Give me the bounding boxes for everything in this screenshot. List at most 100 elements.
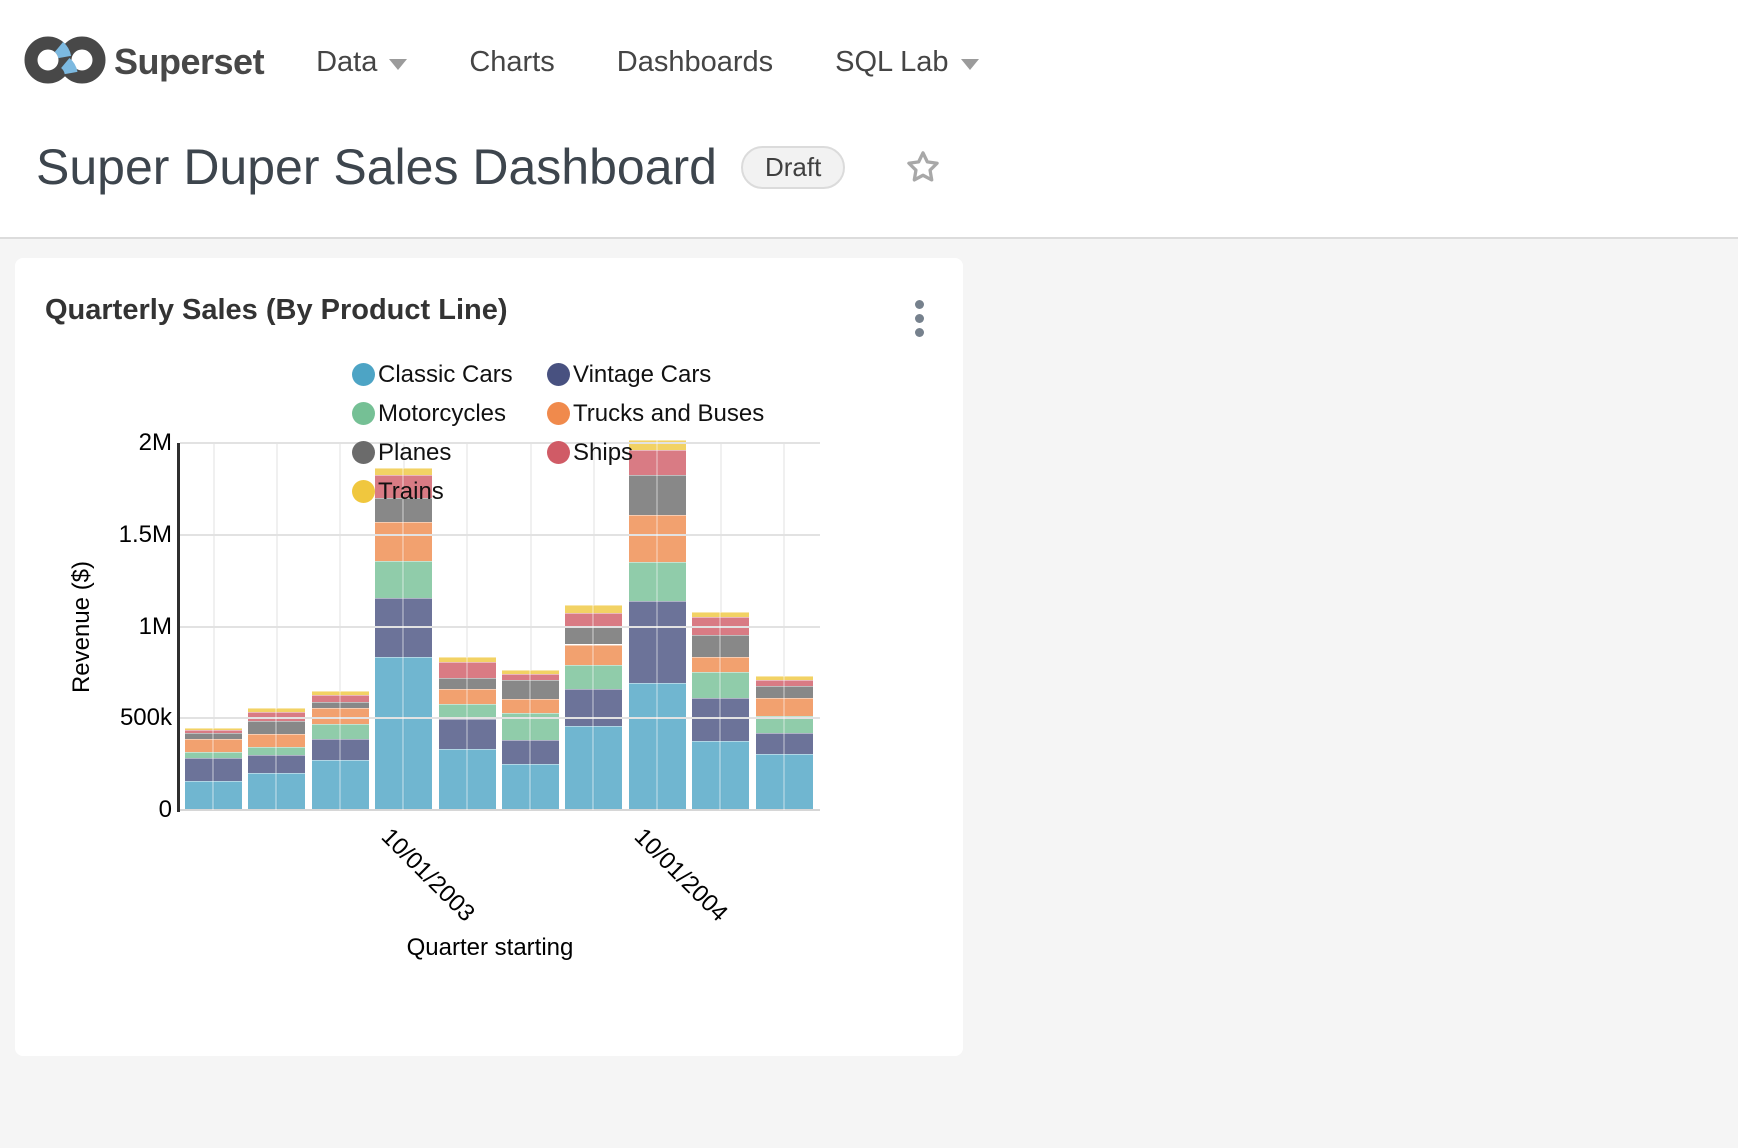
bar-segment-classic-cars[interactable] xyxy=(502,763,559,810)
legend-item-motorcycles[interactable]: Motorcycles xyxy=(352,394,547,433)
y-tick-label: 1.5M xyxy=(118,520,172,548)
bar-segment-planes[interactable] xyxy=(248,720,306,734)
bar-segment-motorcycles[interactable] xyxy=(185,752,242,759)
bar-segment-planes[interactable] xyxy=(438,677,496,690)
header-background xyxy=(0,0,1738,237)
bar-segment-trucks-and-buses[interactable] xyxy=(375,522,433,561)
legend-item-ships[interactable]: Ships xyxy=(547,433,764,472)
superset-brand[interactable]: Superset xyxy=(24,29,265,96)
nav-item-label: Data xyxy=(316,45,378,78)
bar-center-gridline xyxy=(402,467,405,810)
bar-segment-motorcycles[interactable] xyxy=(311,724,369,740)
bar-segment-planes[interactable] xyxy=(375,498,433,523)
bar-segment-ships[interactable] xyxy=(565,612,623,626)
bar-segment-trains[interactable] xyxy=(375,467,433,475)
navbar: Superset Data Charts Dashboards SQL Lab xyxy=(0,0,1738,124)
bar-segment-vintage-cars[interactable] xyxy=(311,739,369,760)
bar-segment-vintage-cars[interactable] xyxy=(755,732,813,755)
bar-segment-trains[interactable] xyxy=(438,656,496,662)
bar-segment-motorcycles[interactable] xyxy=(755,715,813,733)
bar-segment-motorcycles[interactable] xyxy=(692,672,750,699)
bar-segment-motorcycles[interactable] xyxy=(248,747,306,756)
bar-segment-planes[interactable] xyxy=(311,701,369,708)
bar-segment-vintage-cars[interactable] xyxy=(692,698,750,741)
bar-segment-trains[interactable] xyxy=(628,439,686,450)
y-gridline xyxy=(180,533,820,536)
bar-center-gridline xyxy=(719,612,722,810)
bar-segment-vintage-cars[interactable] xyxy=(185,758,242,781)
bar-segment-trains[interactable] xyxy=(565,604,623,613)
bar-segment-classic-cars[interactable] xyxy=(248,773,306,810)
bar-segment-classic-cars[interactable] xyxy=(692,740,750,810)
legend-dot-icon xyxy=(547,441,570,464)
bar-segment-vintage-cars[interactable] xyxy=(502,740,559,764)
bar-segment-ships[interactable] xyxy=(185,730,242,734)
bar-segment-trucks-and-buses[interactable] xyxy=(438,689,496,704)
bar-segment-trucks-and-buses[interactable] xyxy=(565,644,623,665)
bar-segment-motorcycles[interactable] xyxy=(375,560,433,598)
legend-dot-icon xyxy=(352,480,375,503)
bar-segment-planes[interactable] xyxy=(628,474,686,516)
bar-segment-classic-cars[interactable] xyxy=(185,780,242,810)
nav-item-label: Dashboards xyxy=(616,45,774,78)
bar-segment-trains[interactable] xyxy=(755,676,813,681)
legend-item-trucks-and-buses[interactable]: Trucks and Buses xyxy=(547,394,764,433)
bar-segment-trains[interactable] xyxy=(692,612,750,617)
bar-segment-vintage-cars[interactable] xyxy=(628,601,686,684)
bar-segment-trucks-and-buses[interactable] xyxy=(311,707,369,725)
bar-segment-vintage-cars[interactable] xyxy=(438,719,496,750)
bar-segment-trucks-and-buses[interactable] xyxy=(185,739,242,753)
bar-segment-classic-cars[interactable] xyxy=(438,749,496,810)
bar-segment-ships[interactable] xyxy=(502,674,559,680)
bar-segment-trains[interactable] xyxy=(502,669,559,675)
legend-item-trains[interactable]: Trains xyxy=(352,472,547,511)
bar-segment-trucks-and-buses[interactable] xyxy=(628,515,686,563)
bar-segment-motorcycles[interactable] xyxy=(438,703,496,719)
bar-center-gridline xyxy=(529,669,531,810)
bar-segment-trains[interactable] xyxy=(311,691,369,695)
bar-segment-classic-cars[interactable] xyxy=(628,683,686,810)
y-gridline xyxy=(180,442,820,444)
bar-segment-classic-cars[interactable] xyxy=(375,656,433,810)
bar-segment-vintage-cars[interactable] xyxy=(565,689,623,726)
bar-segment-trucks-and-buses[interactable] xyxy=(502,698,559,714)
bar-segment-ships[interactable] xyxy=(438,661,496,678)
bar-center-gridline xyxy=(592,604,595,810)
bar-segment-ships[interactable] xyxy=(248,711,306,721)
nav-item-dashboards[interactable]: Dashboards xyxy=(617,46,773,79)
bar-segment-ships[interactable] xyxy=(375,474,433,499)
bar-segment-classic-cars[interactable] xyxy=(755,754,813,810)
bar-segment-ships[interactable] xyxy=(628,449,686,475)
bar-segment-motorcycles[interactable] xyxy=(565,664,623,690)
bar-segment-ships[interactable] xyxy=(311,694,369,702)
chart-legend: Classic Cars Vintage Cars Motorcycles Truck… xyxy=(352,355,764,511)
status-badge[interactable]: Draft xyxy=(740,145,846,189)
favorite-star-icon[interactable] xyxy=(905,149,941,185)
bar-segment-trains[interactable] xyxy=(185,728,242,731)
chart-options-kebab-icon[interactable] xyxy=(909,294,930,343)
legend-dot-icon xyxy=(352,441,375,464)
legend-label: Vintage Cars xyxy=(573,360,712,388)
bar-segment-planes[interactable] xyxy=(185,733,242,740)
bar-segment-classic-cars[interactable] xyxy=(565,725,623,810)
legend-item-planes[interactable]: Planes xyxy=(352,433,547,472)
nav-item-sql-lab[interactable]: SQL Lab xyxy=(835,46,979,79)
bar-segment-trucks-and-buses[interactable] xyxy=(692,656,750,673)
nav-item-charts[interactable]: Charts xyxy=(469,46,554,79)
bar-segment-vintage-cars[interactable] xyxy=(248,755,306,774)
nav-item-data[interactable]: Data xyxy=(316,45,408,79)
bar-segment-planes[interactable] xyxy=(502,679,559,699)
bar-segment-trucks-and-buses[interactable] xyxy=(248,733,306,748)
bar-segment-trucks-and-buses[interactable] xyxy=(755,698,813,716)
bar-segment-ships[interactable] xyxy=(755,680,813,687)
bar-segment-planes[interactable] xyxy=(755,686,813,699)
legend-dot-icon xyxy=(352,402,375,425)
bar-segment-trains[interactable] xyxy=(248,708,306,712)
bar-segment-planes[interactable] xyxy=(692,634,750,657)
y-tick-label: 0 xyxy=(158,796,172,823)
legend-item-vintage-cars[interactable]: Vintage Cars xyxy=(547,355,764,394)
bar-segment-classic-cars[interactable] xyxy=(311,759,369,810)
legend-label: Trains xyxy=(378,477,444,505)
bar-segment-motorcycles[interactable] xyxy=(628,562,686,602)
legend-item-classic-cars[interactable]: Classic Cars xyxy=(352,355,547,394)
